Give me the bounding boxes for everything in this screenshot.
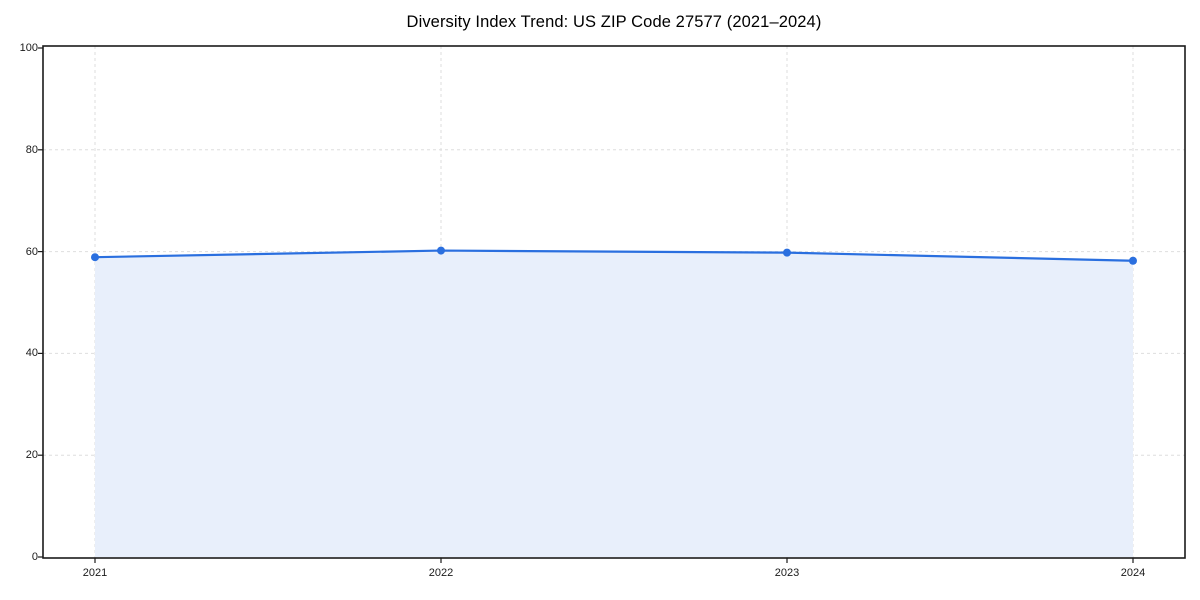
trend-line (93, 249, 1135, 262)
x-tick-label: 2024 (1120, 567, 1146, 579)
plot-border (42, 45, 1186, 559)
area-fill (95, 250, 1133, 557)
data-point-marker (437, 246, 445, 255)
data-point-marker (783, 248, 791, 257)
y-tick-label: 40 (25, 347, 38, 360)
y-tick-label: 20 (25, 449, 38, 462)
chart-title: Diversity Index Trend: US ZIP Code 27577… (406, 13, 822, 31)
x-tick-label: 2022 (428, 567, 454, 579)
x-tick-label: 2023 (774, 567, 800, 579)
data-point-marker (91, 253, 99, 262)
y-tick-label: 100 (19, 42, 38, 54)
data-point-marker (1129, 256, 1137, 265)
y-tick-label: 0 (31, 551, 38, 563)
x-tick-label: 2021 (82, 567, 108, 579)
y-tick-label: 80 (25, 143, 38, 156)
y-tick-label: 60 (25, 245, 38, 258)
